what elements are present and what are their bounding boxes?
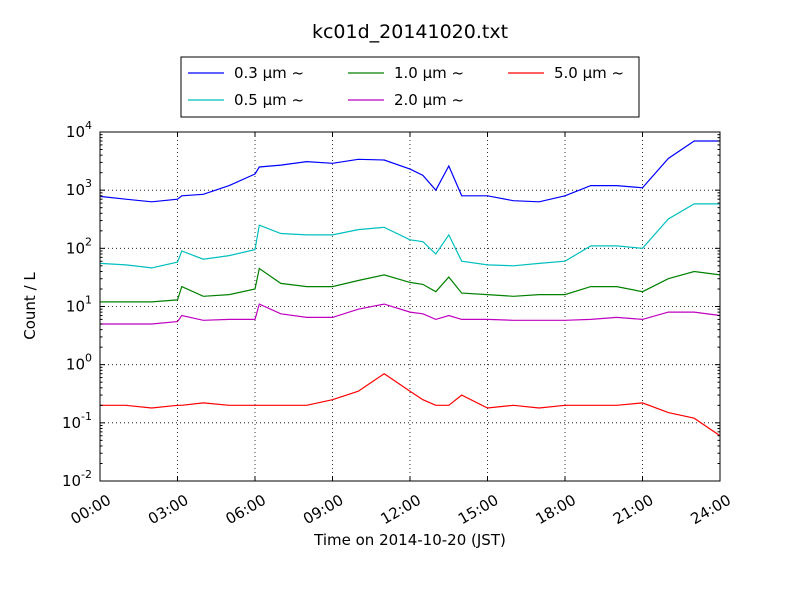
series-lines	[99, 140, 721, 437]
legend: 0.3 μm ~ 0.5 μm ~ 1.0 μm ~ 2.0 μm ~ 5.0 μm ~	[180, 56, 640, 118]
x-tick-label: 24:00	[688, 491, 734, 528]
x-tick-label: 03:00	[145, 491, 191, 528]
legend-label: 2.0 μm ~	[394, 91, 464, 109]
legend-label: 0.5 μm ~	[234, 91, 304, 109]
x-tick-label: 06:00	[223, 491, 269, 528]
x-tick-label: 12:00	[378, 491, 424, 528]
x-tick-label: 21:00	[610, 491, 656, 528]
y-tick-label: 10-2	[62, 468, 92, 490]
x-tick-label: 15:00	[455, 491, 501, 528]
y-tick-label: 102	[66, 235, 92, 257]
y-axis-ticks: 10-2 10-1 100 101 102 103 104	[62, 119, 720, 490]
y-axis-label: Count / L	[21, 272, 39, 340]
y-tick-label: 104	[66, 119, 92, 141]
x-tick-label: 09:00	[300, 491, 346, 528]
x-tick-label: 00:00	[68, 491, 114, 528]
legend-label: 1.0 μm ~	[394, 64, 464, 82]
chart-title: kc01d_20141020.txt	[312, 21, 508, 43]
y-tick-label: 101	[66, 294, 92, 316]
legend-label: 0.3 μm ~	[234, 64, 304, 82]
y-tick-label: 100	[66, 352, 92, 374]
series-line	[99, 140, 720, 203]
legend-label: 5.0 μm ~	[554, 64, 624, 82]
x-axis-ticks: 00:00 03:00 06:00 09:00 12:00 15:00 18:00 21:00…	[68, 132, 734, 528]
y-tick-label: 103	[66, 177, 92, 199]
series-line	[99, 203, 720, 269]
y-tick-label: 10-1	[62, 410, 92, 432]
series-line	[100, 372, 721, 437]
series-line	[100, 303, 721, 325]
series-line	[100, 267, 721, 303]
grid-lines	[100, 132, 720, 481]
x-axis-label: Time on 2014-10-20 (JST)	[313, 531, 506, 549]
legend-box	[180, 56, 640, 118]
x-tick-label: 18:00	[533, 491, 579, 528]
